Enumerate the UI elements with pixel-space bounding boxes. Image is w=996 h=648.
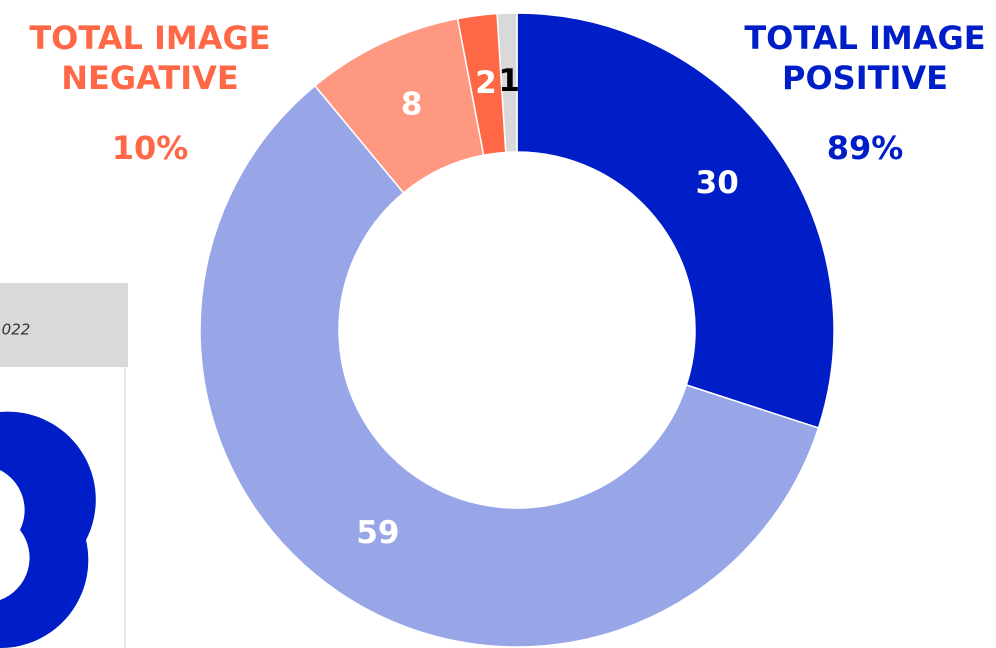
slice [516,12,835,429]
side-panel-text: 022 [2,321,31,339]
value-label: 1 [498,63,520,99]
annotation-value: 89% [827,129,904,167]
side-donut [0,411,96,648]
annotation-value: 10% [112,129,189,167]
annotation-title: TOTAL IMAGE [744,19,985,57]
annotation-title: POSITIVE [782,59,948,97]
value-label: 2 [475,65,497,101]
slice [496,12,518,154]
side-panel-header [0,283,128,367]
slice [199,84,820,648]
annotation-title: TOTAL IMAGE [29,19,270,57]
value-label: 30 [696,165,739,201]
value-label: 59 [356,515,399,551]
annotation-title: NEGATIVE [61,59,239,97]
value-label: 8 [401,87,423,123]
